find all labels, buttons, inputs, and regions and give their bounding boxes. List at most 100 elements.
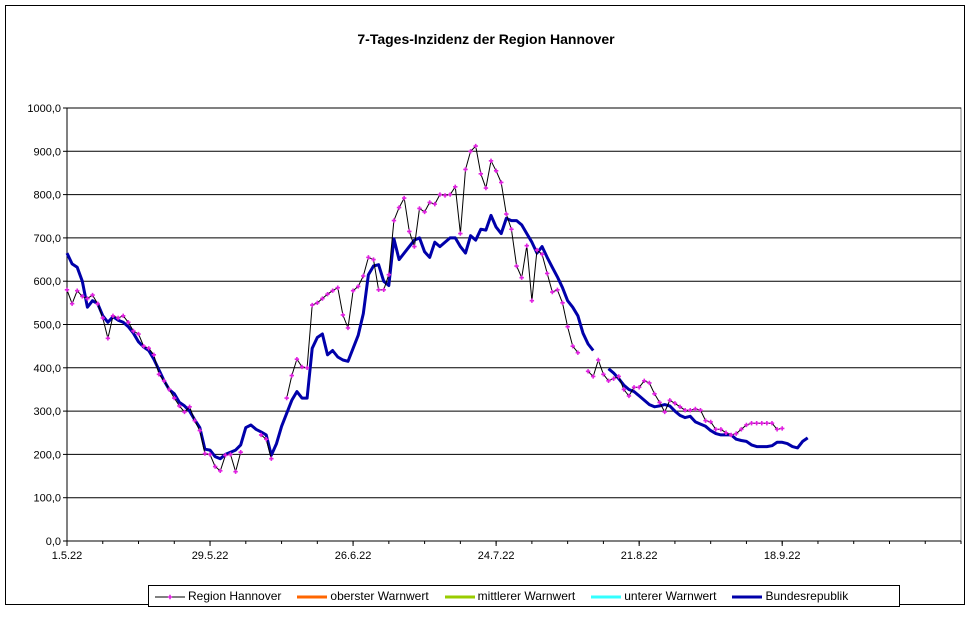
data-point-region-hannover bbox=[754, 421, 759, 426]
legend-label: Region Hannover bbox=[188, 589, 282, 603]
data-point-region-hannover bbox=[90, 292, 95, 298]
data-point-region-hannover bbox=[161, 378, 167, 383]
data-point-region-hannover bbox=[233, 469, 238, 474]
data-point-region-hannover bbox=[75, 288, 80, 293]
data-point-region-hannover bbox=[529, 298, 535, 303]
data-point-region-hannover bbox=[95, 301, 100, 306]
y-tick-label: 1000,0 bbox=[27, 103, 61, 115]
data-point-region-hannover bbox=[442, 193, 448, 198]
chart-frame: 7-Tages-Inzidenz der Region Hannover 0,0… bbox=[5, 5, 965, 607]
data-point-region-hannover bbox=[453, 184, 458, 190]
data-point-region-hannover bbox=[228, 452, 233, 457]
data-point-region-hannover bbox=[621, 387, 627, 392]
data-point-region-hannover bbox=[80, 294, 85, 299]
y-tick-label: 400,0 bbox=[33, 363, 61, 375]
data-point-region-hannover bbox=[596, 357, 601, 363]
data-point-region-hannover bbox=[207, 452, 213, 457]
data-point-region-hannover bbox=[69, 301, 75, 306]
data-point-region-hannover bbox=[636, 385, 642, 390]
data-point-region-hannover bbox=[447, 192, 453, 197]
legend-swatch bbox=[155, 591, 185, 601]
data-point-region-hannover bbox=[734, 431, 739, 436]
data-point-region-hannover bbox=[524, 243, 529, 248]
data-point-region-hannover bbox=[463, 167, 468, 172]
data-point-region-hannover bbox=[264, 437, 269, 442]
data-point-region-hannover bbox=[315, 300, 320, 306]
x-tick-label: 18.9.22 bbox=[764, 550, 801, 562]
data-point-region-hannover bbox=[657, 400, 662, 405]
data-point-region-hannover bbox=[534, 247, 540, 253]
data-point-region-hannover bbox=[693, 406, 698, 412]
data-point-region-hannover bbox=[560, 300, 565, 306]
data-point-region-hannover bbox=[330, 288, 335, 293]
data-point-region-hannover bbox=[493, 168, 499, 173]
x-tick-label: 21.8.22 bbox=[621, 550, 658, 562]
data-point-region-hannover bbox=[458, 231, 463, 236]
data-point-region-hannover bbox=[519, 275, 524, 280]
y-tick-label: 300,0 bbox=[33, 406, 61, 418]
data-point-region-hannover bbox=[136, 331, 141, 337]
data-point-region-hannover bbox=[310, 302, 315, 308]
data-point-region-hannover bbox=[110, 313, 116, 319]
data-point-region-hannover bbox=[120, 313, 126, 319]
y-tick-label: 0,0 bbox=[46, 536, 61, 548]
data-point-region-hannover bbox=[177, 403, 182, 409]
x-tick-label: 29.5.22 bbox=[192, 550, 229, 562]
data-point-region-hannover bbox=[197, 428, 203, 433]
data-point-region-hannover bbox=[386, 272, 392, 277]
data-point-region-hannover bbox=[407, 229, 412, 234]
data-point-region-hannover bbox=[478, 171, 483, 177]
legend-swatch bbox=[444, 591, 475, 601]
legend-item-mittlerer-warnwert: mittlerer Warnwert bbox=[444, 589, 576, 603]
data-point-region-hannover bbox=[545, 271, 550, 276]
data-point-region-hannover bbox=[728, 432, 734, 438]
legend-item-unterer-warnwert: unterer Warnwert bbox=[591, 589, 716, 603]
data-point-region-hannover bbox=[320, 296, 325, 301]
data-point-region-hannover bbox=[269, 456, 274, 461]
data-point-region-hannover bbox=[304, 365, 310, 370]
data-point-region-hannover bbox=[345, 325, 351, 331]
data-point-region-hannover bbox=[488, 158, 494, 164]
data-point-region-hannover bbox=[299, 364, 305, 370]
data-point-region-hannover bbox=[172, 395, 177, 401]
x-tick-label: 1.5.22 bbox=[52, 550, 83, 562]
data-point-region-hannover bbox=[759, 421, 764, 426]
data-point-region-hannover bbox=[156, 372, 162, 377]
data-point-region-hannover bbox=[376, 287, 381, 293]
legend-swatch bbox=[732, 591, 763, 601]
data-point-region-hannover bbox=[412, 244, 417, 249]
chart-plot: 0,0 100,0 200,0 300,0 400,0 500,0 600,0 700,0 80… bbox=[27, 103, 962, 562]
data-point-region-hannover bbox=[126, 320, 131, 325]
data-point-region-hannover bbox=[85, 296, 90, 301]
data-point-region-hannover bbox=[396, 205, 402, 210]
y-tick-label: 700,0 bbox=[33, 233, 61, 245]
data-point-region-hannover bbox=[437, 192, 443, 197]
data-point-region-hannover bbox=[166, 387, 172, 392]
data-point-region-hannover bbox=[509, 227, 514, 232]
data-point-region-hannover bbox=[258, 432, 264, 438]
data-point-region-hannover bbox=[151, 352, 157, 358]
data-point-region-hannover bbox=[555, 287, 560, 293]
data-point-region-hannover bbox=[238, 450, 243, 455]
data-point-region-hannover bbox=[340, 312, 346, 318]
data-point-region-hannover bbox=[212, 464, 218, 469]
data-point-region-hannover bbox=[141, 343, 146, 349]
data-point-region-hannover bbox=[401, 195, 407, 201]
series-line-bundesrepublik bbox=[65, 213, 809, 461]
data-point-region-hannover bbox=[698, 408, 703, 413]
data-point-region-hannover bbox=[550, 289, 555, 295]
data-point-region-hannover bbox=[713, 427, 718, 432]
y-tick-label: 800,0 bbox=[33, 190, 61, 202]
data-point-region-hannover bbox=[187, 404, 192, 409]
legend-label: mittlerer Warnwert bbox=[477, 589, 576, 603]
legend-item-region-hannover: Region Hannover bbox=[155, 589, 281, 603]
data-point-region-hannover bbox=[570, 343, 575, 349]
data-point-region-hannover bbox=[718, 427, 724, 432]
legend-label: unterer Warnwert bbox=[624, 589, 717, 603]
data-point-region-hannover bbox=[611, 376, 616, 381]
x-tick-label: 26.6.22 bbox=[335, 550, 372, 562]
data-point-region-hannover bbox=[647, 380, 652, 386]
data-point-region-hannover bbox=[631, 385, 637, 390]
data-point-region-hannover bbox=[606, 378, 611, 383]
chart-title: 7-Tages-Inzidenz der Region Hannover bbox=[357, 31, 615, 47]
